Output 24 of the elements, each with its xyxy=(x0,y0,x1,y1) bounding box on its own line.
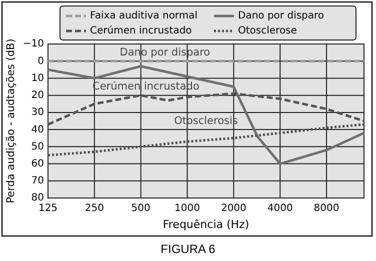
y-tick-label: 20 xyxy=(31,90,44,102)
y-tick-label: 10 xyxy=(31,72,44,84)
legend-label: Dano por disparo xyxy=(238,10,324,22)
legend-label: Cerúmen incrustado xyxy=(90,26,192,37)
legend-label: Otosclerose xyxy=(238,26,297,37)
y-tick-label: 50 xyxy=(31,141,44,152)
y-tick-label: 60 xyxy=(31,158,44,170)
x-tick-label: 8000 xyxy=(314,203,340,214)
y-axis-title: Perda audição - audtações (dB) xyxy=(5,38,17,204)
legend-label: Faixa auditiva normal xyxy=(90,10,198,22)
y-tick-label: −10 xyxy=(22,38,44,50)
x-tick-label: 125 xyxy=(38,203,58,214)
y-tick-label: 0 xyxy=(38,56,44,67)
x-axis-title: Frequência (Hz) xyxy=(162,218,250,231)
x-tick-label: 500 xyxy=(131,203,150,214)
x-tick-label: 2000 xyxy=(220,203,246,214)
y-tick-label: 70 xyxy=(31,176,44,187)
y-tick-label: 80 xyxy=(31,192,44,204)
x-tick-label: 1000 xyxy=(174,203,200,214)
x-tick-label: 250 xyxy=(84,203,104,214)
y-tick-label: 40 xyxy=(31,124,44,136)
x-tick-label: 4000 xyxy=(267,203,293,214)
y-tick-label: 30 xyxy=(31,107,44,118)
text: FIGURA 6 xyxy=(160,242,216,256)
